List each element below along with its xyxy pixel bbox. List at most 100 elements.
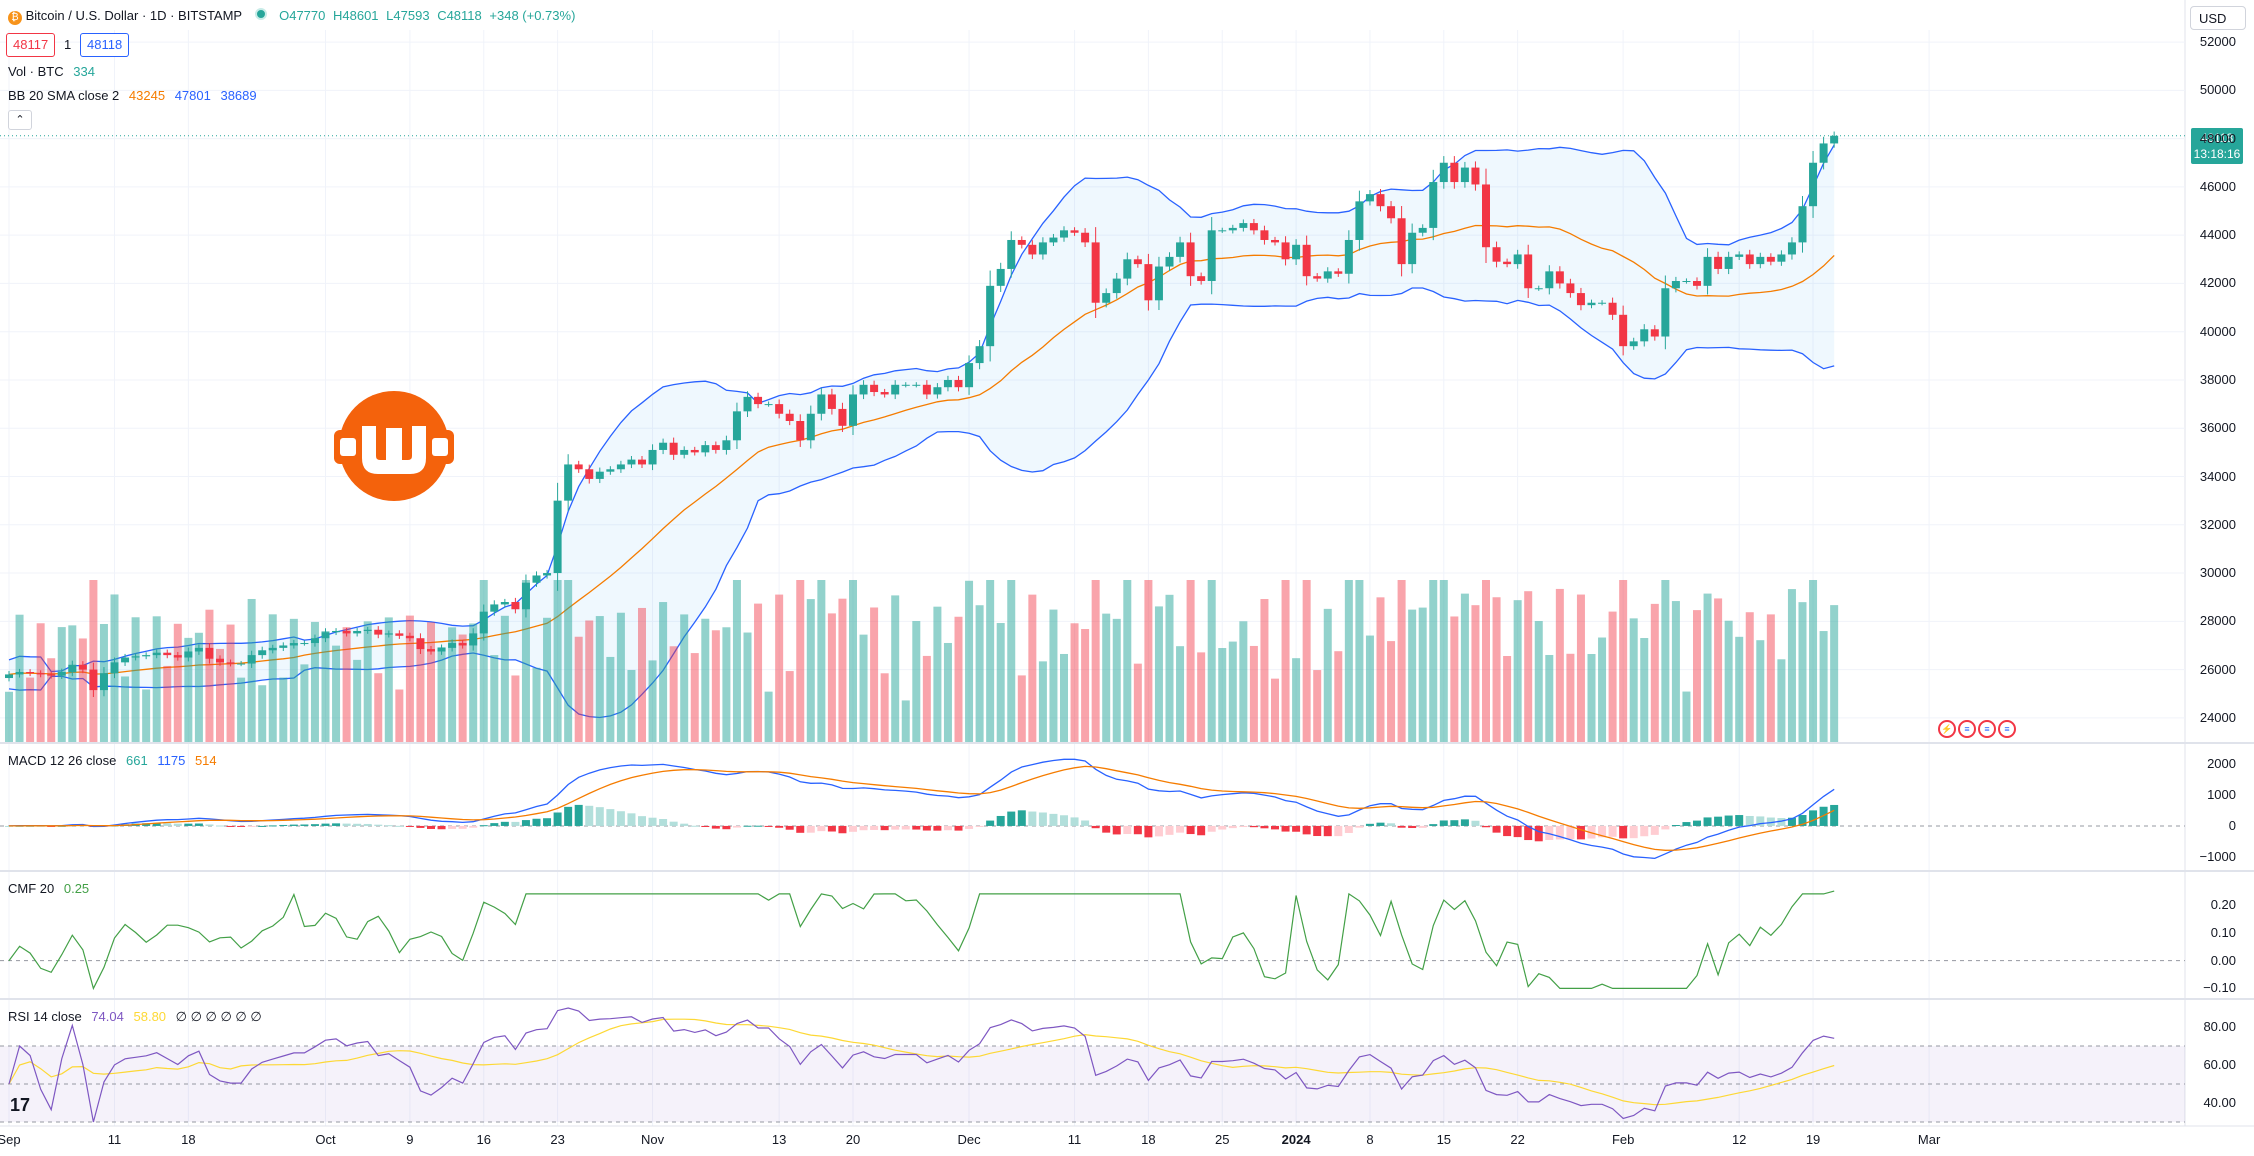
collapse-legend-button[interactable]: ⌃: [8, 110, 32, 130]
volume-bar: [458, 634, 467, 742]
volume-legend[interactable]: Vol · BTC 334: [8, 64, 101, 79]
candle-body: [1830, 135, 1839, 144]
macd-histogram-bar: [1513, 825, 1522, 838]
macd-histogram-bar: [880, 825, 889, 831]
volume-bar: [1534, 621, 1543, 742]
candle-body: [131, 656, 140, 658]
volume-bar: [1471, 605, 1480, 742]
macd-histogram-bar: [321, 823, 330, 826]
macd-histogram-bar: [1724, 815, 1733, 826]
macd-histogram-bar: [1429, 824, 1438, 826]
macd-histogram-bar: [405, 825, 414, 827]
event-flag-icon[interactable]: ≡: [1958, 720, 1976, 738]
candle-body: [870, 384, 879, 393]
macd-histogram-bar: [922, 825, 931, 831]
price-axis-label: 40000: [2199, 323, 2236, 339]
rsi-value: 74.04: [91, 1009, 124, 1024]
price-axis-label: 30000: [2199, 565, 2236, 581]
candle-body: [458, 643, 467, 646]
macd-histogram-bar: [1492, 825, 1501, 833]
time-axis-label: 22: [1510, 1132, 1525, 1147]
candle-body: [289, 643, 298, 646]
event-flag-icon[interactable]: ⚡: [1938, 720, 1956, 738]
candle-body: [342, 630, 351, 634]
price-axis-label: 44000: [2199, 227, 2236, 243]
price-axis-label: 34000: [2199, 468, 2236, 484]
volume-bar: [1102, 613, 1111, 742]
candle-body: [1355, 201, 1364, 240]
buy-button[interactable]: 48118: [80, 33, 130, 57]
event-flag-icon[interactable]: ≡: [1998, 720, 2016, 738]
volume-bar: [1450, 616, 1459, 742]
macd-histogram-bar: [1598, 825, 1607, 838]
candle-body: [564, 464, 573, 501]
macd-histogram-bar: [1144, 825, 1153, 838]
macd-histogram-bar: [553, 812, 562, 826]
sell-button[interactable]: 48117: [6, 33, 56, 57]
macd-histogram-bar: [1017, 810, 1026, 826]
candle-body: [15, 672, 24, 675]
volume-bar: [1756, 640, 1765, 742]
bb-legend[interactable]: BB 20 SMA close 2 43245 47801 38689: [8, 88, 263, 103]
volume-bar: [184, 637, 193, 742]
macd-legend[interactable]: MACD 12 26 close 661 1175 514: [8, 753, 223, 768]
candle-body: [1513, 254, 1522, 265]
volume-bar: [1397, 580, 1406, 742]
macd-histogram-bar: [1355, 825, 1364, 828]
candle-body: [1640, 329, 1649, 342]
time-axis-label: Sep: [0, 1132, 21, 1147]
symbol-title[interactable]: Bitcoin / U.S. Dollar · 1D · BITSTAMP: [25, 8, 242, 23]
volume-bar: [1777, 659, 1786, 742]
candle-body: [521, 582, 530, 610]
macd-histogram-bar: [1608, 825, 1617, 837]
candle-body: [1566, 283, 1575, 294]
volume-bar: [1197, 652, 1206, 742]
candle-body: [690, 449, 699, 453]
cmf-legend[interactable]: CMF 20 0.25: [8, 881, 95, 896]
macd-histogram-bar: [1334, 825, 1343, 837]
volume-bar: [1133, 663, 1142, 742]
volume-bar: [395, 689, 404, 742]
volume-bar: [1587, 654, 1596, 742]
volume-bar: [15, 614, 24, 742]
macd-histogram-bar: [1661, 825, 1670, 830]
candle-body: [1081, 232, 1090, 243]
rsi-legend[interactable]: RSI 14 close 74.04 58.80 ∅ ∅ ∅ ∅ ∅ ∅: [8, 1009, 268, 1025]
wazirx-logo: [332, 388, 456, 504]
volume-bar: [1460, 593, 1469, 742]
candle-body: [300, 643, 309, 645]
macd-histogram-bar: [1165, 825, 1174, 835]
volume-bar: [1017, 675, 1026, 742]
macd-histogram-bar: [332, 823, 341, 826]
volume-bar: [1091, 580, 1100, 742]
economic-events[interactable]: ⚡ ≡ ≡ ≡: [1938, 720, 2016, 738]
macd-histogram-bar: [237, 825, 246, 827]
currency-button[interactable]: USD: [2190, 6, 2246, 30]
candle-body: [1777, 254, 1786, 262]
time-axis-label: 16: [476, 1132, 491, 1147]
volume-bar: [943, 642, 952, 742]
volume-bar: [722, 627, 731, 742]
candle-body: [416, 638, 425, 650]
candle-body: [1344, 239, 1353, 274]
rsi-ma-value: 58.80: [133, 1009, 167, 1024]
macd-histogram-bar: [1281, 825, 1290, 832]
volume-bar: [1260, 599, 1269, 742]
macd-line: [8, 758, 1835, 860]
candle-body: [1091, 242, 1100, 303]
volume-bar: [1766, 614, 1775, 742]
macd-histogram-bar: [838, 825, 847, 834]
volume-bar: [543, 617, 552, 742]
macd-histogram-bar: [1460, 819, 1469, 826]
macd-histogram-bar: [1123, 825, 1132, 835]
macd-histogram-bar: [448, 825, 457, 829]
macd-histogram-bar: [1133, 825, 1142, 835]
tradingview-logo[interactable]: 17: [10, 1095, 31, 1115]
event-flag-icon[interactable]: ≡: [1978, 720, 1996, 738]
volume-bar: [469, 623, 478, 742]
volume-bar: [775, 594, 784, 742]
candle-body: [1323, 271, 1332, 279]
volume-bar: [585, 620, 594, 742]
candle-body: [47, 674, 56, 676]
